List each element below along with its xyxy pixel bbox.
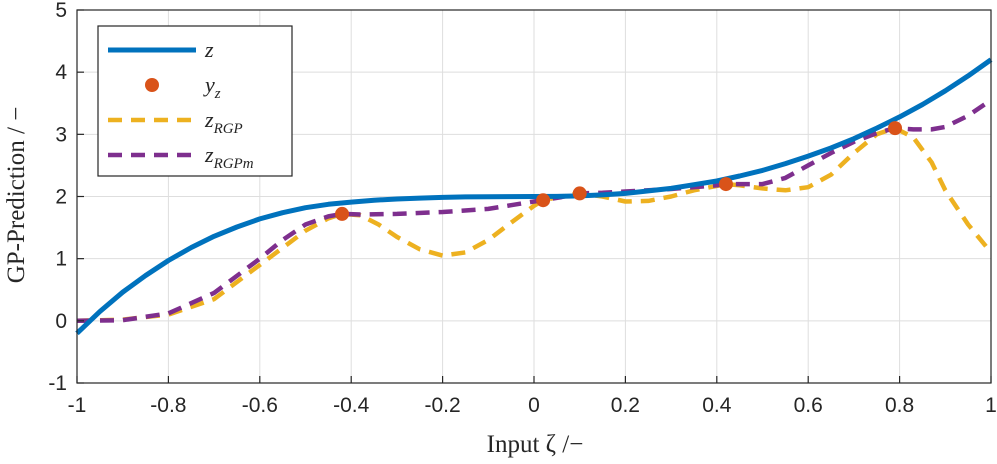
x-tick-label: 0.4 [702,394,732,417]
tick-labels: -1 -0.8 -0.6 -0.4 -0.2 0 0.2 0.4 0.6 0.8 1 -1 0 1 2 3 4 5 [48,0,997,417]
x-tick-label: 0 [528,394,540,417]
x-tick-label: 0.6 [794,394,823,417]
legend-marker-y-z [145,78,159,92]
legend-label-base: z [204,37,214,62]
x-tick-label: 0.8 [885,394,914,417]
y-axis-title: GP-Prediction / − [3,107,30,284]
data-point-y-z [888,121,903,136]
legend-label-sub: RGPm [213,156,254,172]
x-tick-label: -0.4 [333,394,370,417]
y-tick-label: 4 [55,61,67,84]
y-tick-label: 5 [55,0,67,22]
data-point-y-z [536,193,551,208]
x-tick-label: 0.2 [611,394,640,417]
x-tick-label: -0.2 [425,394,461,417]
x-tick-label: -1 [68,394,87,417]
series-line-z [75,57,993,336]
data-point-y-z [718,177,733,192]
legend-label: z [204,37,214,62]
x-tick-label: -0.6 [242,394,278,417]
x-tick-label: -0.8 [150,394,186,417]
legend-label: zRGPm [204,142,254,172]
series-layer [75,57,993,336]
y-tick-label: -1 [48,372,67,395]
y-tick-label: 0 [55,310,67,333]
legend-label-base: y [203,72,215,97]
legend-label: yz [203,72,221,102]
legend-label: zRGP [204,107,243,137]
data-point-y-z [572,186,587,201]
legend-label-sub: z [214,86,221,102]
y-tick-label: 1 [55,248,67,271]
ticks [76,9,992,384]
data-point-y-z [335,206,350,221]
x-axis-title: Input ζ /− [487,431,584,458]
legend-label-sub: RGP [213,121,243,137]
legend-label-base: z [204,142,214,167]
x-tick-label: 1 [985,394,997,417]
y-tick-label: 2 [55,186,67,209]
legend-label-base: z [204,107,214,132]
series-y-z [335,121,903,221]
y-tick-label: 3 [55,123,67,146]
